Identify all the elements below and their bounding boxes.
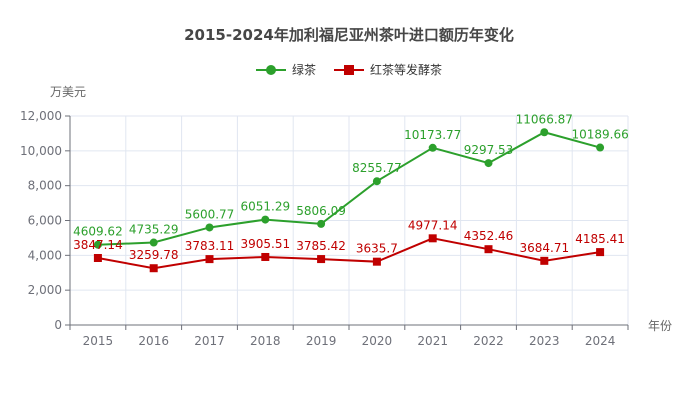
data-label: 4352.46	[464, 229, 514, 243]
data-label: 10173.77	[404, 128, 461, 142]
series-layer	[93, 128, 605, 273]
y-tick-label: 12,000	[20, 109, 62, 123]
x-tick-label: 2018	[250, 334, 281, 348]
data-point[interactable]	[205, 223, 214, 232]
data-label: 3905.51	[240, 237, 290, 251]
data-point[interactable]	[93, 240, 102, 249]
data-point[interactable]	[428, 143, 437, 152]
y-tick-label: 10,000	[20, 144, 62, 158]
x-axis-name: 年份	[648, 319, 672, 333]
data-label: 3785.42	[296, 239, 346, 253]
data-point[interactable]	[261, 215, 270, 224]
data-label: 3635.7	[356, 242, 398, 256]
legend-marker	[266, 65, 276, 75]
data-label: 6051.29	[240, 200, 290, 214]
data-point[interactable]	[93, 253, 102, 262]
data-point[interactable]	[540, 128, 549, 137]
data-point[interactable]	[596, 143, 605, 152]
data-point[interactable]	[149, 238, 158, 247]
x-tick-label: 2022	[473, 334, 504, 348]
legend[interactable]: 绿茶 红茶等发酵茶	[256, 62, 442, 77]
data-label: 5600.77	[185, 207, 235, 221]
y-tick-label: 8,000	[28, 179, 62, 193]
data-label: 11066.87	[516, 112, 573, 126]
x-tick-label: 2024	[585, 334, 616, 348]
y-tick-label: 4,000	[28, 248, 62, 262]
x-tick-label: 2021	[417, 334, 448, 348]
y-tick-label: 0	[54, 318, 62, 332]
legend-marker	[344, 65, 354, 75]
x-tick-label: 2019	[306, 334, 337, 348]
data-label: 4185.41	[575, 232, 625, 246]
data-point[interactable]	[428, 234, 437, 243]
data-label: 5806.09	[296, 204, 346, 218]
legend-item-1[interactable]: 红茶等发酵茶	[334, 62, 442, 77]
y-tick-label: 6,000	[28, 214, 62, 228]
data-point[interactable]	[484, 245, 493, 254]
y-tick-label: 2,000	[28, 283, 62, 297]
data-point[interactable]	[484, 159, 493, 168]
data-point[interactable]	[372, 257, 381, 266]
data-point[interactable]	[372, 177, 381, 186]
x-tick-label: 2020	[362, 334, 393, 348]
legend-label: 绿茶	[292, 62, 316, 77]
labels-layer: 4609.62 4735.29 5600.77 6051.29 5806.09 8255.…	[73, 112, 629, 262]
chart-title: 2015-2024年加利福尼亚州茶叶进口额历年变化	[184, 26, 514, 44]
data-point[interactable]	[317, 255, 326, 264]
grid	[70, 115, 629, 325]
data-label: 3259.78	[129, 248, 179, 262]
data-point[interactable]	[149, 264, 158, 273]
data-point[interactable]	[261, 252, 270, 261]
data-label: 9297.53	[464, 143, 514, 157]
series-line-1	[97, 237, 601, 270]
data-label: 3783.11	[185, 239, 235, 253]
x-tick-label: 2023	[529, 334, 560, 348]
data-label: 8255.77	[352, 161, 402, 175]
x-tick-label: 2016	[138, 334, 169, 348]
data-point[interactable]	[540, 256, 549, 265]
x-tick-label: 2017	[194, 334, 225, 348]
y-axis-name: 万美元	[50, 85, 86, 99]
legend-item-0[interactable]: 绿茶	[256, 62, 316, 77]
data-point[interactable]	[596, 248, 605, 257]
data-label: 4609.62	[73, 225, 123, 239]
data-point[interactable]	[205, 255, 214, 264]
data-label: 3684.71	[519, 241, 569, 255]
axes: 0 2,000 4,000 6,000 8,000 10,000 12,000 2015 201…	[20, 109, 629, 348]
data-point[interactable]	[317, 219, 326, 228]
data-label: 4735.29	[129, 223, 179, 237]
data-label: 10189.66	[571, 128, 628, 142]
data-label: 3847.14	[73, 238, 123, 252]
data-label: 4977.14	[408, 218, 458, 232]
x-tick-label: 2015	[83, 334, 114, 348]
series-line-0	[97, 131, 601, 246]
legend-label: 红茶等发酵茶	[370, 62, 442, 77]
